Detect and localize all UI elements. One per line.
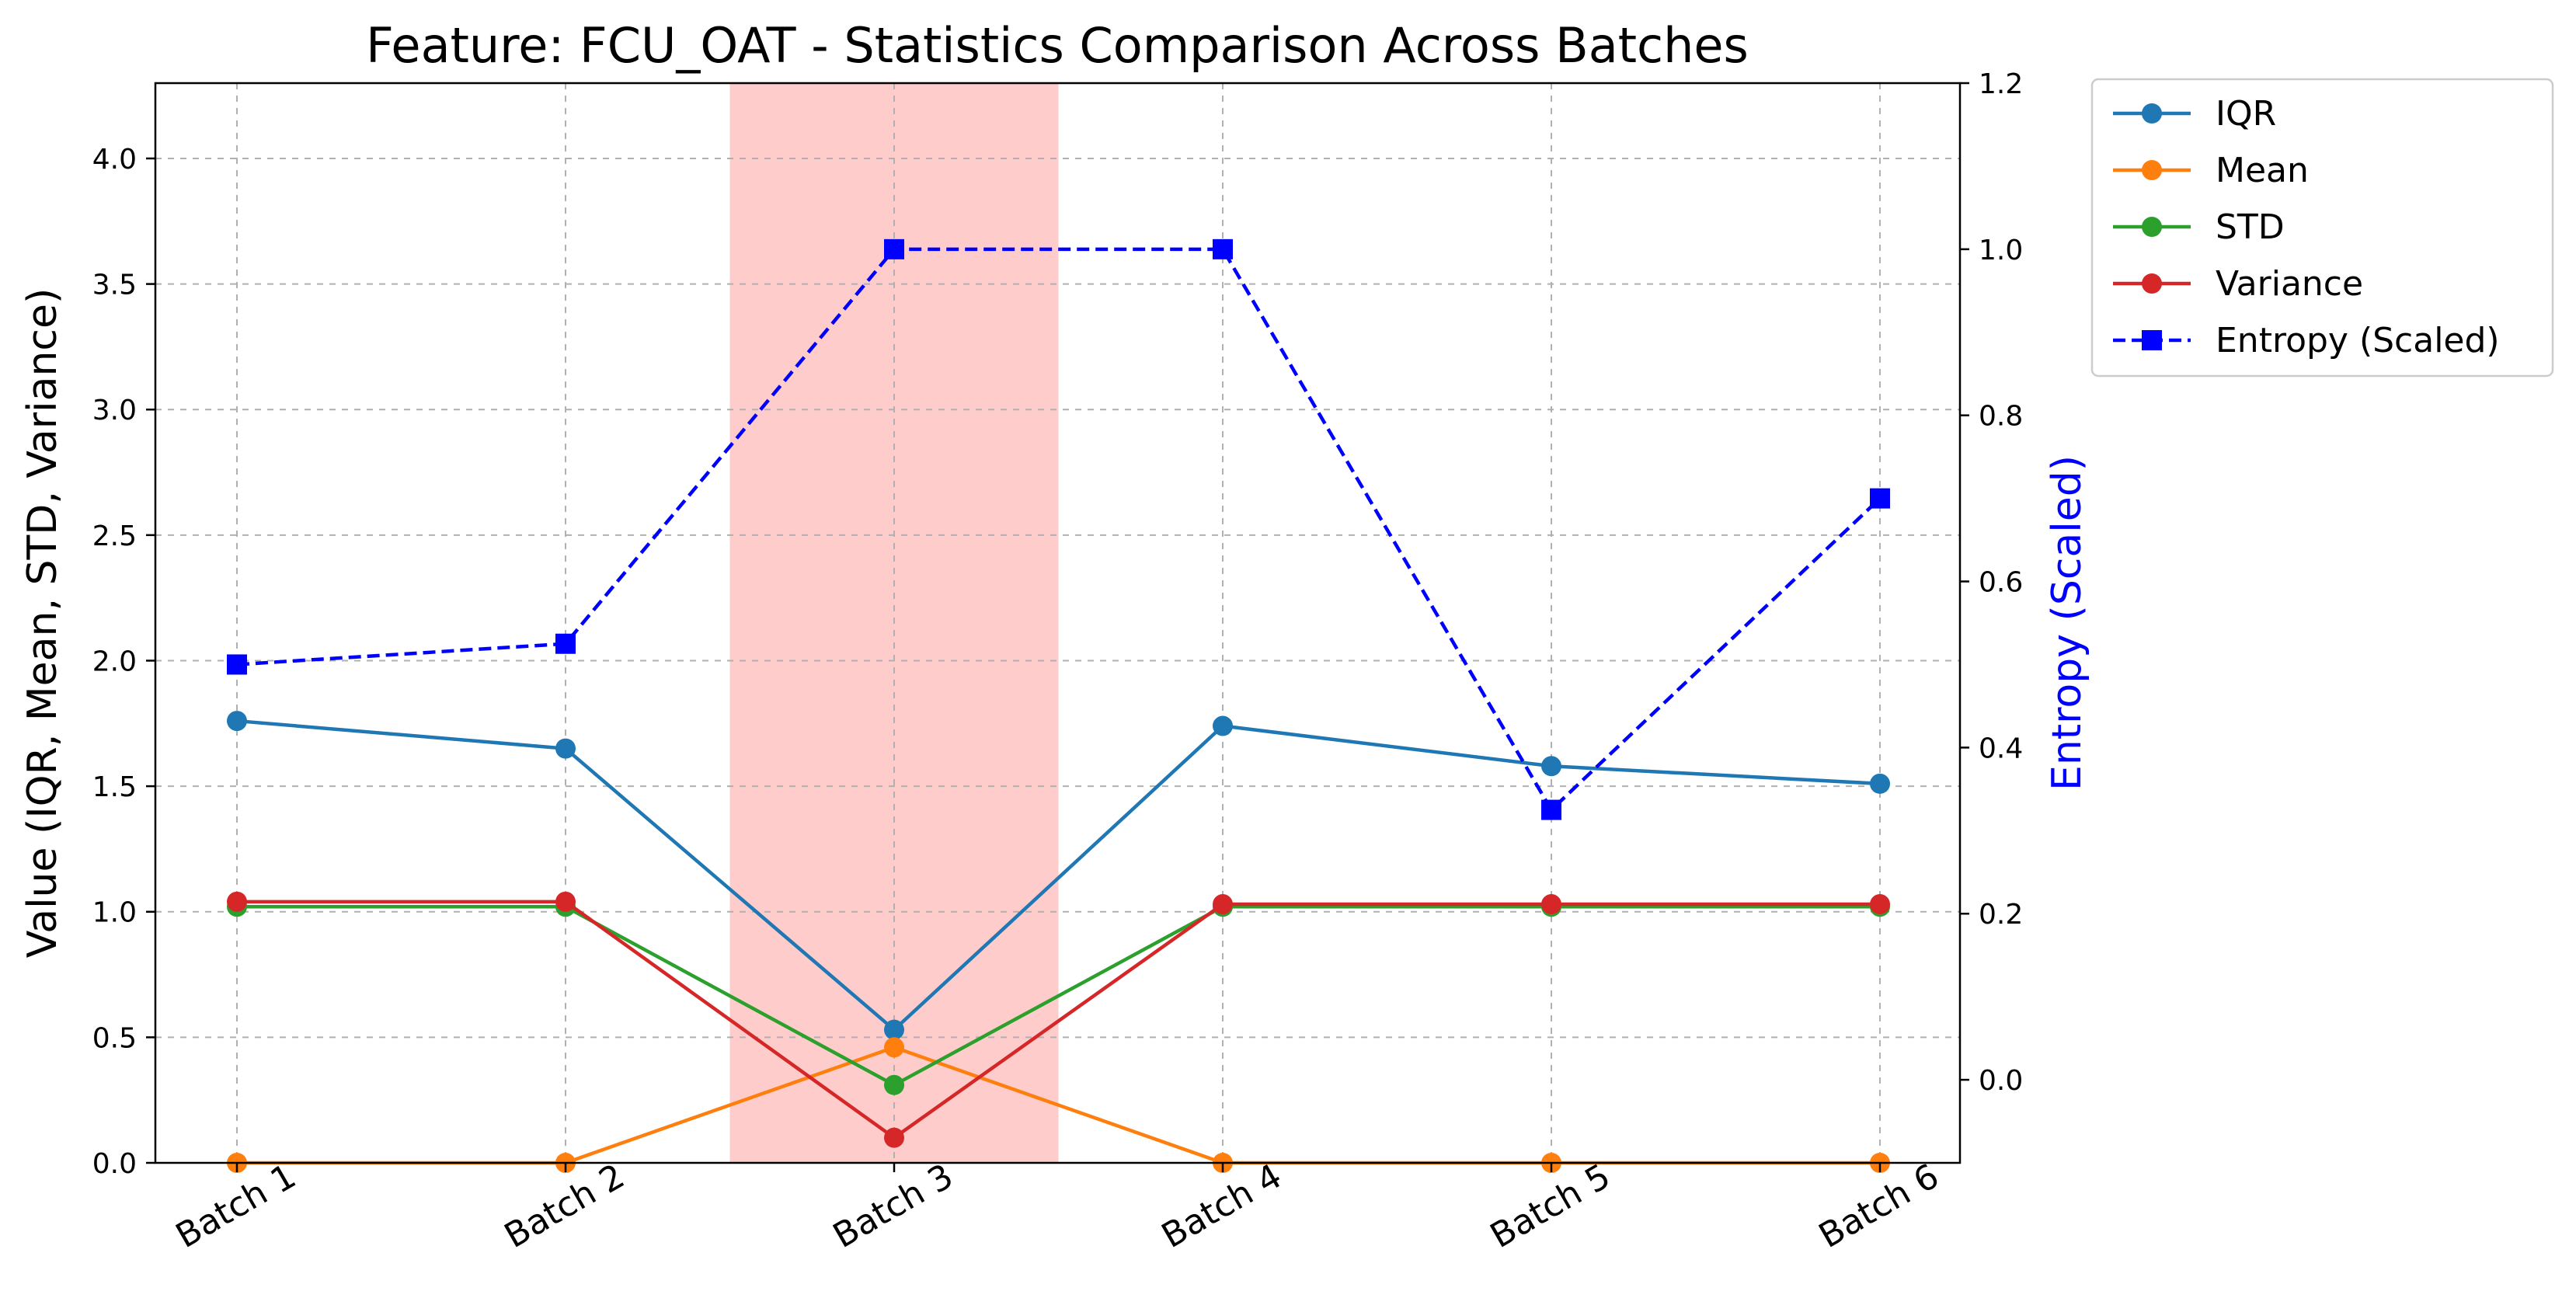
series-line-entropy-scaled <box>236 247 1882 813</box>
point-entropy-scaled <box>227 654 247 675</box>
series-entropy-scaled <box>227 238 1890 820</box>
legend-label: Variance <box>2216 264 2363 304</box>
y-tick-label: 2.5 <box>92 520 137 552</box>
y2-axis-label-entropy: Entropy (Scaled) <box>2044 455 2090 791</box>
point-variance <box>1213 894 1233 915</box>
point-iqr <box>227 711 247 732</box>
legend-label: IQR <box>2216 94 2276 134</box>
legend-item-iqr: IQR <box>2113 94 2276 134</box>
point-variance <box>1870 894 1890 915</box>
series-line-variance <box>237 900 1880 1140</box>
chart-title: Feature: FCU_OAT - Statistics Comparison… <box>366 17 1749 74</box>
legend-marker <box>2142 217 2162 237</box>
series-variance <box>227 891 1890 1148</box>
y2-tick-label: 0.0 <box>1979 1065 2023 1097</box>
point-iqr <box>1541 756 1561 777</box>
point-entropy-scaled <box>884 238 904 259</box>
y2-tick-label: 0.4 <box>1979 733 2023 764</box>
point-variance <box>227 891 247 912</box>
y-tick-label: 1.0 <box>92 897 137 929</box>
series-line-std <box>237 905 1880 1088</box>
point-iqr <box>1870 773 1890 794</box>
y-axis-label: Value (IQR, Mean, STD, Variance) <box>19 288 66 959</box>
point-entropy-scaled <box>1213 238 1233 259</box>
y2-tick-label: 0.8 <box>1979 401 2023 433</box>
legend-marker <box>2142 330 2162 350</box>
y2-tick-label: 0.6 <box>1979 567 2023 599</box>
legend-label: Entropy (Scaled) <box>2216 321 2500 360</box>
legend-marker <box>2142 160 2162 180</box>
y-tick-label: 4.0 <box>92 144 137 176</box>
legend-label: Mean <box>2216 151 2309 190</box>
y-tick-label: 3.0 <box>92 395 137 426</box>
y-tick-label: 2.0 <box>92 646 137 677</box>
y2-tick-label: 0.2 <box>1979 899 2023 931</box>
y-tick-label: 3.5 <box>92 270 137 301</box>
y-tick-label: 0.5 <box>92 1022 137 1054</box>
y-tick-label: 0.0 <box>92 1148 137 1180</box>
plot-frame <box>154 82 1962 1164</box>
point-entropy-scaled <box>555 633 576 654</box>
point-mean <box>884 1037 904 1058</box>
point-iqr <box>884 1019 904 1040</box>
series-line-iqr <box>236 719 1881 1032</box>
legend-frame <box>2090 78 2554 378</box>
point-entropy-scaled <box>1541 799 1561 820</box>
legend-label: STD <box>2216 207 2285 247</box>
legend-marker <box>2142 273 2162 294</box>
y2-tick-label: 1.2 <box>1979 68 2023 100</box>
point-entropy-scaled <box>1870 488 1890 509</box>
series-iqr <box>227 711 1890 1040</box>
point-variance <box>1541 894 1561 915</box>
point-iqr <box>1213 715 1233 736</box>
y2-tick-label: 1.0 <box>1979 235 2023 266</box>
point-iqr <box>555 738 576 759</box>
legend-item-entropy-scaled: Entropy (Scaled) <box>2113 321 2500 360</box>
point-variance <box>555 891 576 912</box>
legend: IQR Mean STD Variance Entropy (Scaled) <box>2090 78 2554 378</box>
point-std <box>884 1074 904 1095</box>
y-tick-label: 1.5 <box>92 771 137 803</box>
legend-item-mean: Mean <box>2113 151 2309 190</box>
legend-item-variance: Variance <box>2113 264 2363 304</box>
point-variance <box>884 1127 904 1148</box>
legend-item-std: STD <box>2113 207 2285 247</box>
legend-marker <box>2142 103 2162 124</box>
